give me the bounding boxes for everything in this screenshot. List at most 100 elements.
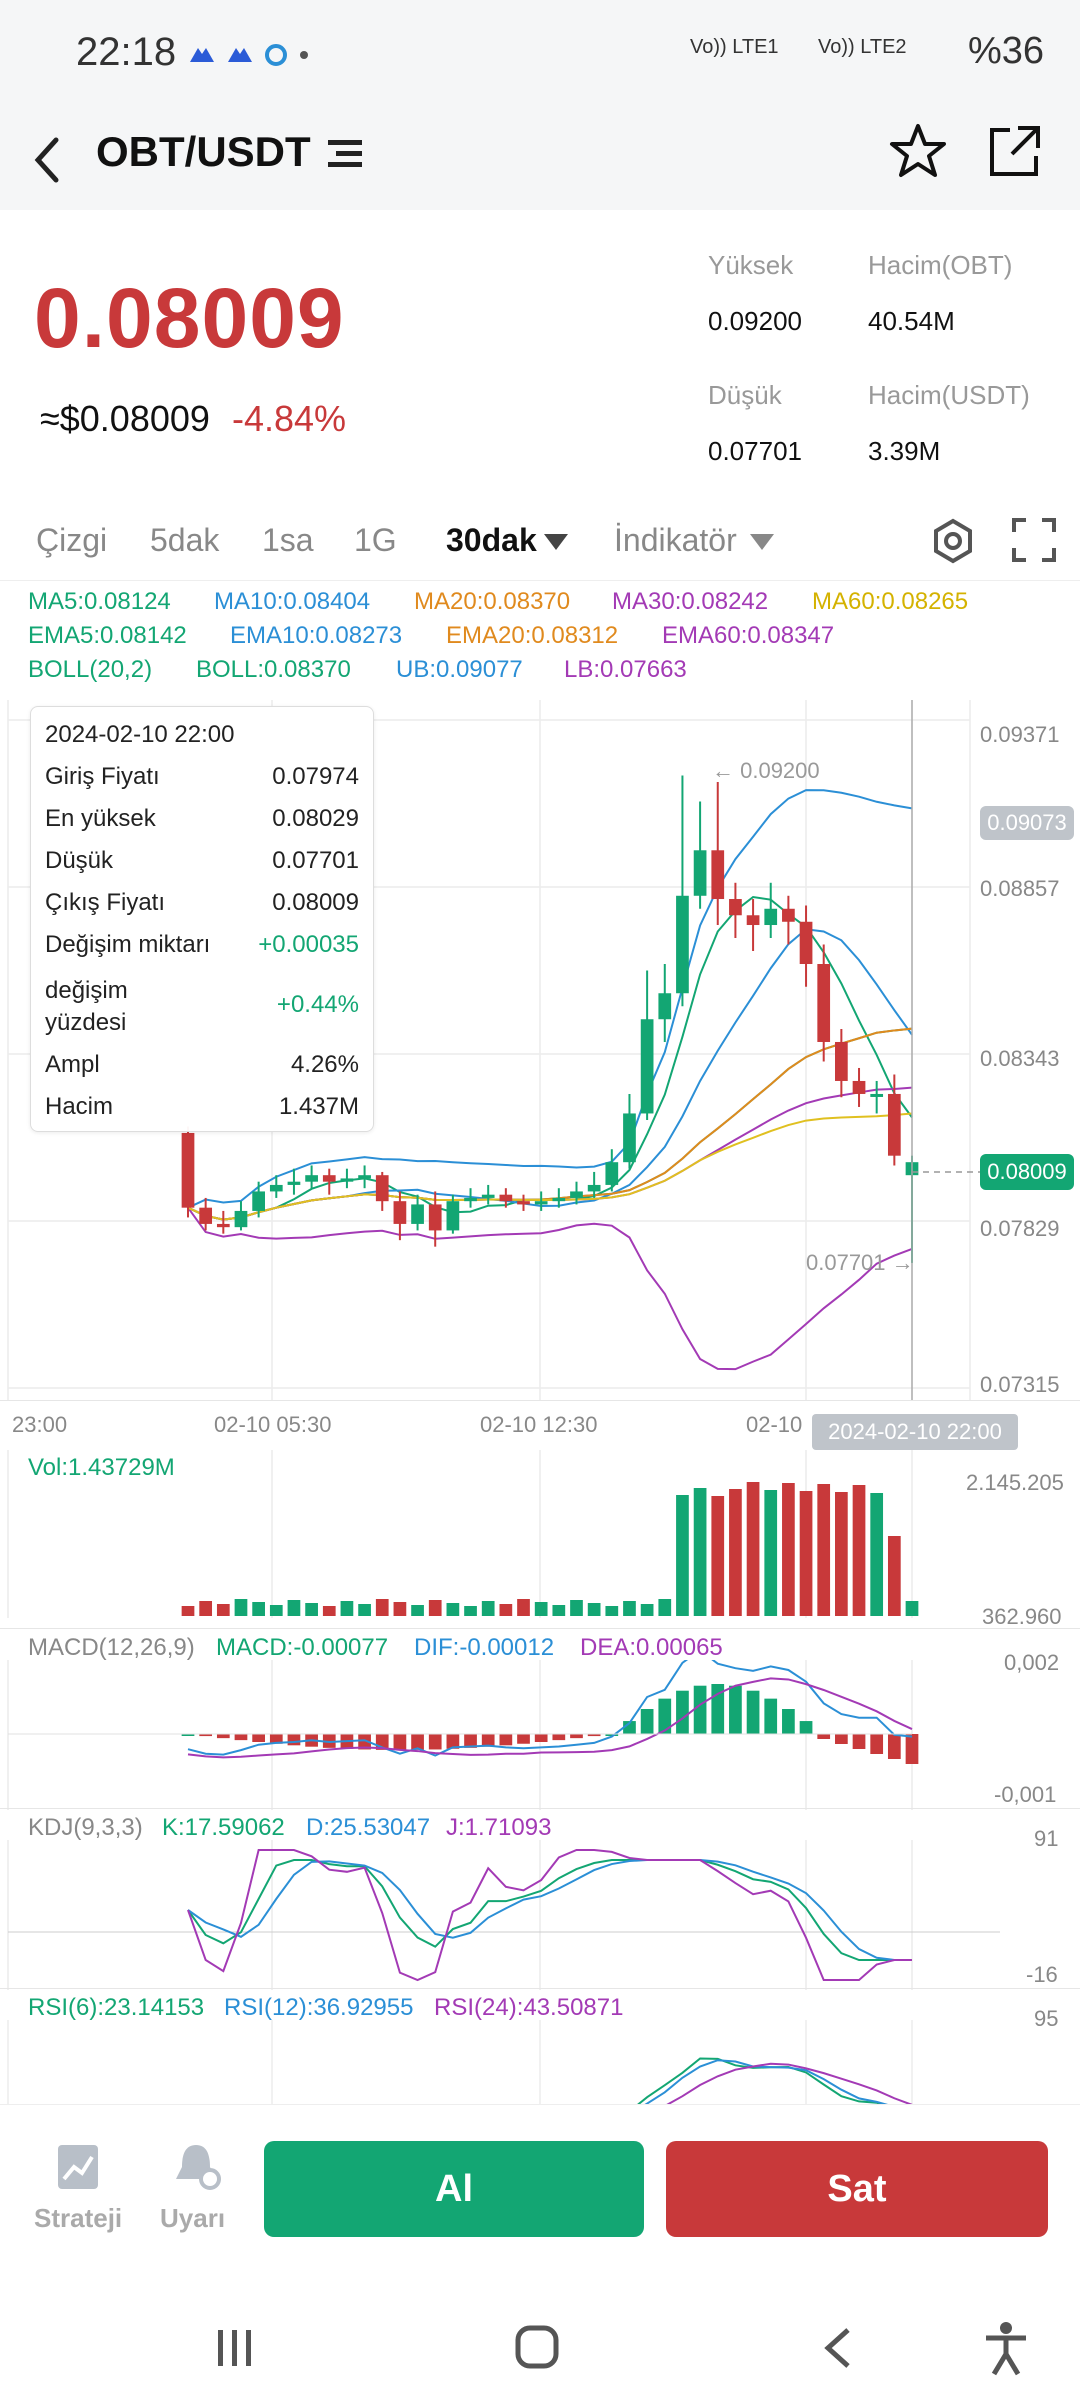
- battery-level: %36: [967, 30, 1044, 72]
- volume-bar: [252, 1602, 265, 1616]
- volume-bar: [640, 1604, 654, 1616]
- volume-bar: [817, 1484, 831, 1616]
- boll-mid-label: BOLL:0.08370: [196, 656, 351, 683]
- ma60-label: MA60:0.08265: [812, 588, 969, 615]
- low-label: Düşük: [708, 380, 782, 410]
- ema5-label: EMA5:0.08142: [28, 622, 187, 649]
- macd-bar: [411, 1734, 424, 1750]
- x-tick: 23:00: [12, 1412, 68, 1437]
- recent-apps-icon[interactable]: [214, 2328, 258, 2368]
- tab-1h[interactable]: 1sa: [262, 522, 314, 558]
- vol-obt-label: Hacim(OBT): [868, 250, 1013, 280]
- strategy-button[interactable]: Strateji: [26, 2141, 130, 2251]
- volume-chart: [7, 1450, 919, 1618]
- macd-label: MACD(12,26,9): [28, 1634, 195, 1661]
- boll-ub-label: UB:0.09077: [396, 656, 523, 683]
- volume-bar: [411, 1605, 424, 1616]
- macd-bar: [570, 1734, 583, 1739]
- macd-bar: [199, 1734, 213, 1737]
- candle-body: [605, 1162, 619, 1185]
- x-tick: 02-10: [746, 1412, 803, 1437]
- sell-button[interactable]: Sat: [666, 2141, 1048, 2237]
- macd-bar: [905, 1734, 919, 1764]
- candle-body: [181, 1132, 195, 1208]
- tab-30m-dropdown-icon[interactable]: [544, 534, 568, 552]
- usd-price: ≈$0.08009: [40, 398, 210, 439]
- tab-indicator[interactable]: İndikatör: [614, 522, 737, 558]
- volume-bar: [693, 1488, 707, 1616]
- alert-button[interactable]: Uyarı: [154, 2141, 244, 2251]
- favorite-star-icon[interactable]: [888, 122, 948, 182]
- candle-body: [481, 1194, 495, 1198]
- rsi6: RSI(6):23.14153: [28, 1994, 205, 2021]
- macd-bar: [534, 1734, 548, 1742]
- macd-bar: [499, 1734, 513, 1746]
- y-tick: 0.09371: [980, 722, 1060, 747]
- tab-1d[interactable]: 1G: [354, 522, 397, 558]
- volume-bar: [570, 1600, 583, 1616]
- low-marker: 0.07701 →: [806, 1250, 914, 1275]
- volume-bar: [587, 1603, 601, 1616]
- buy-button[interactable]: Al: [264, 2141, 644, 2237]
- macd-bar: [587, 1734, 601, 1737]
- macd-value: MACD:-0.00077: [216, 1634, 389, 1661]
- accessibility-icon[interactable]: [982, 2320, 1030, 2376]
- macd-bar: [216, 1734, 230, 1739]
- volume-bar: [269, 1605, 283, 1616]
- macd-bar: [640, 1709, 654, 1734]
- ma10-label: MA10:0.08404: [214, 588, 371, 615]
- home-icon[interactable]: [514, 2324, 562, 2372]
- candle-body: [640, 1019, 654, 1114]
- volume-bar: [340, 1601, 354, 1616]
- macd-bar: [746, 1690, 760, 1734]
- candle-body: [375, 1175, 389, 1202]
- volume-bar: [905, 1601, 919, 1616]
- volume-bar: [852, 1485, 866, 1616]
- volume-bar: [517, 1599, 530, 1616]
- divider: [0, 580, 1080, 581]
- candle-body: [393, 1201, 407, 1224]
- indicator-dropdown-icon[interactable]: [750, 534, 774, 552]
- volume-bar: [605, 1606, 619, 1616]
- kdj-d: D:25.53047: [306, 1814, 431, 1841]
- pair-title[interactable]: OBT/USDT: [96, 128, 311, 175]
- ma30-label: MA30:0.08242: [612, 588, 769, 615]
- kdj-j-line: [187, 1849, 912, 1982]
- volume-bar: [481, 1601, 495, 1616]
- volume-bar: [393, 1602, 407, 1616]
- macd-bar: [782, 1709, 795, 1734]
- macd-bar: [852, 1734, 866, 1749]
- macd-bar: [799, 1721, 813, 1734]
- volume-bar: [375, 1599, 389, 1616]
- volume-bar: [181, 1606, 195, 1616]
- rsi12: RSI(12):36.92955: [224, 1994, 414, 2021]
- macd-bar: [887, 1734, 901, 1759]
- last-price: 0.08009: [34, 271, 345, 365]
- share-icon[interactable]: [984, 122, 1044, 182]
- macd-bar: [693, 1685, 707, 1734]
- pair-menu-icon[interactable]: [326, 134, 366, 174]
- back-nav-icon[interactable]: [820, 2326, 856, 2370]
- tab-30m[interactable]: 30dak: [446, 522, 537, 558]
- candle-body: [358, 1175, 371, 1179]
- ema60-label: EMA60:0.08347: [662, 622, 835, 649]
- crosshair-time-tag: 2024-02-10 22:00: [812, 1414, 1018, 1450]
- volume-bar: [887, 1536, 901, 1616]
- fullscreen-icon[interactable]: [1012, 518, 1056, 562]
- candle-body: [799, 921, 813, 965]
- macd-bar: [269, 1734, 283, 1744]
- candle-body: [852, 1080, 866, 1094]
- back-icon[interactable]: [30, 136, 66, 184]
- dif-value: DIF:-0.00012: [414, 1634, 555, 1661]
- tooltip-row: Ampl 4.26%: [45, 1051, 359, 1078]
- chart-settings-icon[interactable]: [930, 518, 976, 564]
- macd-bar: [764, 1698, 778, 1734]
- candle-body: [322, 1175, 336, 1182]
- volume-bar: [499, 1604, 513, 1616]
- volume-bar: [428, 1600, 442, 1616]
- tab-line[interactable]: Çizgi: [36, 522, 108, 558]
- volume-bottom-tick: 362.960: [982, 1604, 1062, 1629]
- boll-lb-label: LB:0.07663: [564, 656, 687, 683]
- tab-5m[interactable]: 5dak: [150, 522, 220, 558]
- candle-body: [199, 1207, 213, 1224]
